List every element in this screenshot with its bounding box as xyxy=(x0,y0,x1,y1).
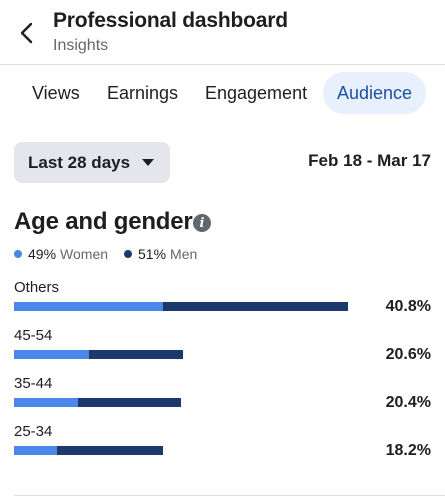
page-subtitle: Insights xyxy=(53,37,109,54)
age-row-label: 35-44 xyxy=(14,375,53,392)
age-row-label: 45-54 xyxy=(14,327,53,344)
date-range-text: Feb 18 - Mar 17 xyxy=(308,151,431,170)
age-row-percent: 40.8% xyxy=(385,298,431,315)
tab-earnings[interactable]: Earnings xyxy=(107,83,179,103)
caret-down-icon xyxy=(142,159,155,166)
legend-men: 51% Men xyxy=(124,246,197,262)
legend-men-value: 51% xyxy=(138,246,167,262)
tab-views[interactable]: Views xyxy=(32,83,80,103)
bar-segment-women xyxy=(14,446,57,455)
age-bar-25-34 xyxy=(14,446,163,455)
age-row-percent: 18.2% xyxy=(385,442,431,459)
age-bar-45-54 xyxy=(14,350,183,359)
bottom-divider xyxy=(14,495,445,496)
legend-men-swatch xyxy=(124,250,133,258)
bar-segment-men xyxy=(89,350,183,359)
age-row-percent: 20.6% xyxy=(385,346,431,363)
bar-segment-women xyxy=(14,302,163,311)
page-title: Professional dashboard xyxy=(53,9,288,32)
bar-segment-women xyxy=(14,350,90,359)
legend-women-label: Women xyxy=(60,246,109,262)
tab-engagement[interactable]: Engagement xyxy=(205,83,308,103)
age-row-label: 25-34 xyxy=(14,423,53,440)
tab-audience[interactable]: Audience xyxy=(323,72,427,114)
age-row-percent: 20.4% xyxy=(385,394,431,411)
info-icon[interactable]: i xyxy=(193,214,211,232)
date-range-dropdown[interactable]: Last 28 days xyxy=(14,142,170,183)
bar-segment-men xyxy=(162,302,348,311)
legend-women-value: 49% xyxy=(28,246,57,262)
back-button[interactable] xyxy=(10,16,42,50)
legend-men-label: Men xyxy=(170,246,198,262)
legend-women: 49% Women xyxy=(14,246,108,262)
bar-segment-men xyxy=(77,398,181,407)
legend-women-swatch xyxy=(14,250,22,258)
age-row-label: Others xyxy=(14,279,60,296)
age-bar-35-44 xyxy=(14,398,181,407)
bar-segment-men xyxy=(56,446,163,455)
date-range-dropdown-label: Last 28 days xyxy=(28,152,131,172)
tab-bar: Views Earnings Engagement Audience xyxy=(0,72,445,116)
chevron-left-icon xyxy=(20,22,33,44)
age-bar-others xyxy=(14,302,348,311)
chart-legend: 49% Women 51% Men xyxy=(14,246,213,262)
section-title: Age and gender xyxy=(14,208,193,235)
bar-segment-women xyxy=(14,398,78,407)
header-divider xyxy=(0,64,445,65)
